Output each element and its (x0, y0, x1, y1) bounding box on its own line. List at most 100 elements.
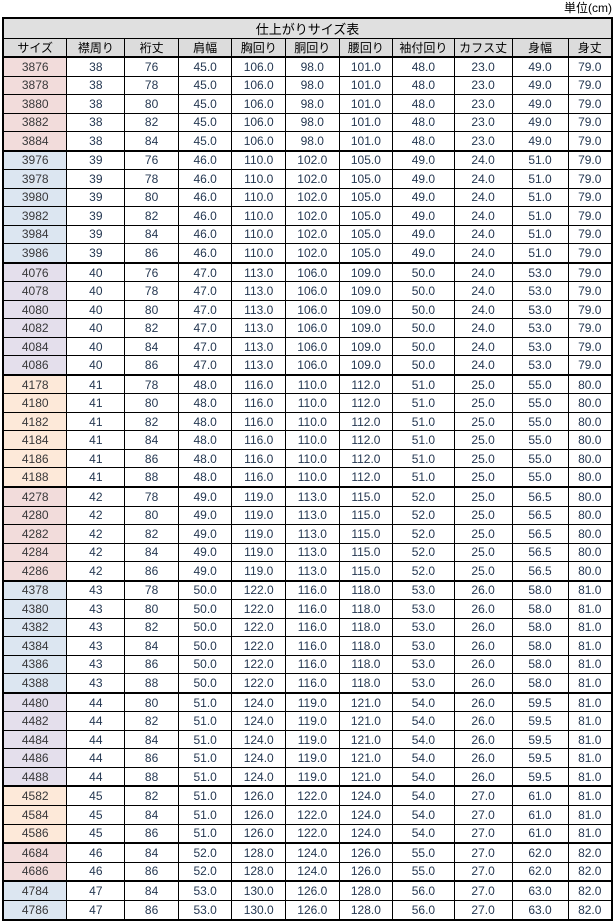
measurement-cell: 51.0 (177, 785, 233, 807)
measurement-cell: 110.0 (285, 448, 340, 469)
measurement-cell: 48.0 (177, 448, 233, 469)
measurement-cell: 47.0 (177, 336, 233, 357)
measurement-cell: 48.0 (392, 94, 455, 114)
measurement-cell: 54.0 (392, 823, 455, 844)
measurement-cell: 49.0 (392, 187, 455, 208)
measurement-cell: 45.0 (177, 94, 233, 114)
measurement-cell: 59.5 (511, 748, 569, 768)
measurement-cell: 40 (66, 299, 126, 320)
table-row: 4182 41 82 48.0 116.0 110.0 112.0 51.0 25.0 55.0 8… (2, 411, 613, 432)
measurement-cell: 24.0 (453, 355, 513, 376)
size-cell: 3876 (2, 55, 68, 77)
table-row: 4488 44 88 51.0 124.0 119.0 121.0 54.0 26.0 59.5 8… (2, 766, 613, 787)
measurement-cell: 50.0 (177, 617, 233, 638)
measurement-cell: 81.0 (567, 599, 613, 619)
measurement-cell: 24.0 (453, 169, 513, 189)
size-cell: 3882 (2, 112, 68, 133)
measurement-cell: 39 (66, 243, 126, 264)
table-row: 3880 38 80 45.0 106.0 98.0 101.0 48.0 23.0 49.0 79… (2, 94, 613, 114)
measurement-cell: 47 (66, 899, 126, 921)
measurement-cell: 106.0 (285, 336, 340, 357)
measurement-cell: 88 (124, 766, 179, 787)
measurement-cell: 51.0 (511, 206, 569, 226)
measurement-cell: 45 (66, 785, 126, 807)
measurement-cell: 81.0 (567, 636, 613, 656)
measurement-cell: 80.0 (567, 505, 613, 526)
measurement-cell: 115.0 (338, 542, 394, 563)
measurement-cell: 42 (66, 542, 126, 563)
measurement-cell: 80 (124, 94, 179, 114)
measurement-cell: 102.0 (285, 206, 340, 226)
measurement-cell: 112.0 (338, 448, 394, 469)
measurement-cell: 110.0 (285, 430, 340, 450)
measurement-cell: 49.0 (392, 243, 455, 264)
measurement-cell: 106.0 (231, 112, 287, 133)
measurement-cell: 53.0 (177, 880, 233, 901)
measurement-cell: 81.0 (567, 785, 613, 807)
measurement-cell: 105.0 (338, 224, 394, 245)
size-cell: 4178 (2, 373, 68, 395)
measurement-cell: 46.0 (177, 169, 233, 189)
measurement-cell: 119.0 (285, 711, 340, 731)
size-cell: 3984 (2, 224, 68, 245)
column-header-7: 袖付回り (392, 38, 455, 58)
measurement-cell: 106.0 (231, 94, 287, 114)
measurement-cell: 106.0 (285, 261, 340, 283)
measurement-cell: 80 (124, 599, 179, 619)
table-row: 4286 42 86 49.0 119.0 113.0 115.0 52.0 25.0 56.5 8… (2, 561, 613, 582)
measurement-cell: 119.0 (285, 691, 340, 713)
measurement-cell: 45.0 (177, 131, 233, 152)
size-cell: 4184 (2, 430, 68, 450)
measurement-cell: 53.0 (392, 599, 455, 619)
column-header-9: 身幅 (511, 38, 569, 58)
measurement-cell: 53.0 (511, 336, 569, 357)
measurement-cell: 25.0 (453, 448, 513, 469)
table-row: 4084 40 84 47.0 113.0 106.0 109.0 50.0 24.0 53.0 7… (2, 336, 613, 357)
measurement-cell: 46 (66, 842, 126, 863)
measurement-cell: 126.0 (338, 842, 394, 863)
measurement-cell: 49.0 (177, 505, 233, 526)
measurement-cell: 116.0 (231, 448, 287, 469)
measurement-cell: 61.0 (511, 805, 569, 825)
size-cell: 4480 (2, 691, 68, 713)
measurement-cell: 49.0 (392, 169, 455, 189)
measurement-cell: 49.0 (511, 55, 569, 77)
measurement-cell: 130.0 (231, 880, 287, 901)
measurement-cell: 48.0 (177, 373, 233, 395)
measurement-cell: 25.0 (453, 430, 513, 450)
measurement-cell: 81.0 (567, 823, 613, 844)
measurement-cell: 39 (66, 224, 126, 245)
measurement-cell: 45 (66, 805, 126, 825)
measurement-cell: 84 (124, 880, 179, 901)
measurement-cell: 55.0 (511, 393, 569, 413)
measurement-cell: 113.0 (231, 355, 287, 376)
measurement-cell: 101.0 (338, 112, 394, 133)
size-table-head: 仕上がりサイズ表 サイズ 襟周り 裄丈 肩幅 胸回り 胴回り 腰回り 袖付回り カフス丈 身幅 身丈 (2, 17, 613, 58)
table-row: 3884 38 84 45.0 106.0 98.0 101.0 48.0 23.0 49.0 79… (2, 131, 613, 152)
measurement-cell: 109.0 (338, 299, 394, 320)
measurement-cell: 38 (66, 55, 126, 77)
measurement-cell: 47.0 (177, 318, 233, 338)
measurement-cell: 81.0 (567, 805, 613, 825)
measurement-cell: 78 (124, 169, 179, 189)
measurement-cell: 26.0 (453, 748, 513, 768)
measurement-cell: 82 (124, 112, 179, 133)
measurement-cell: 109.0 (338, 336, 394, 357)
measurement-cell: 80.0 (567, 411, 613, 432)
measurement-cell: 81.0 (567, 729, 613, 750)
measurement-cell: 116.0 (231, 430, 287, 450)
measurement-cell: 110.0 (285, 373, 340, 395)
measurement-cell: 80.0 (567, 467, 613, 488)
measurement-cell: 40 (66, 261, 126, 283)
measurement-cell: 43 (66, 617, 126, 638)
measurement-cell: 24.0 (453, 261, 513, 283)
measurement-cell: 51.0 (392, 373, 455, 395)
measurement-cell: 58.0 (511, 673, 569, 694)
size-cell: 3982 (2, 206, 68, 226)
size-cell: 4278 (2, 486, 68, 507)
measurement-cell: 78 (124, 281, 179, 301)
size-cell: 4582 (2, 785, 68, 807)
measurement-cell: 44 (66, 691, 126, 713)
measurement-cell: 41 (66, 373, 126, 395)
size-cell: 4386 (2, 654, 68, 675)
